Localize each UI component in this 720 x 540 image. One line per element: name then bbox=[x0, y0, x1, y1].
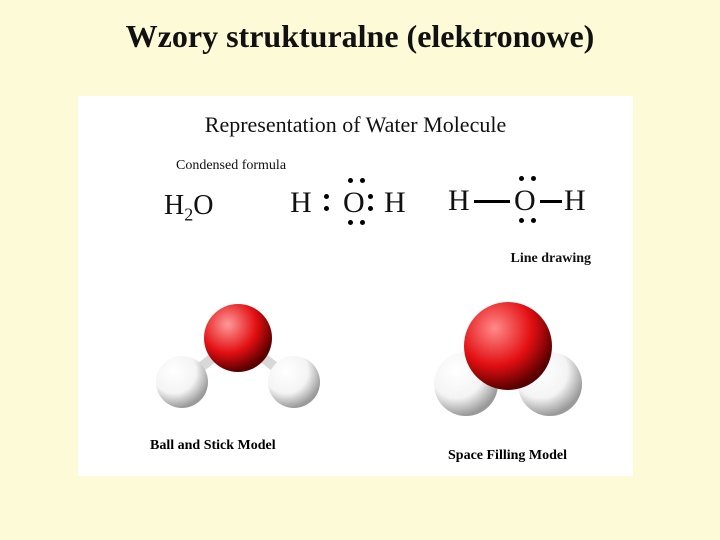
bond-1 bbox=[474, 200, 510, 203]
electron-dot bbox=[531, 176, 536, 181]
lewis-structure: H O H bbox=[290, 176, 410, 228]
electron-dot bbox=[348, 178, 353, 183]
ball-stick-label: Ball and Stick Model bbox=[150, 438, 276, 454]
space-filling-model bbox=[408, 296, 608, 426]
line-o: O bbox=[514, 186, 536, 216]
line-drawing-label: Line drawing bbox=[510, 251, 591, 267]
line-drawing: H O H bbox=[448, 176, 598, 228]
white-panel: Representation of Water Molecule Condens… bbox=[78, 96, 633, 476]
lewis-o: O bbox=[343, 188, 365, 218]
condensed-formula-label: Condensed formula bbox=[176, 158, 286, 174]
lewis-h1: H bbox=[290, 188, 312, 218]
electron-dot bbox=[348, 220, 353, 225]
space-fill-svg bbox=[408, 296, 608, 426]
electron-dot bbox=[360, 220, 365, 225]
electron-dot bbox=[519, 176, 524, 181]
lewis-h2: H bbox=[384, 188, 406, 218]
page-title: Wzory strukturalne (elektronowe) bbox=[0, 18, 720, 55]
electron-dot bbox=[324, 194, 329, 199]
line-h2: H bbox=[564, 186, 586, 216]
electron-dot bbox=[519, 218, 524, 223]
space-fill-label: Space Filling Model bbox=[448, 448, 567, 464]
condensed-formula: H2O bbox=[164, 190, 213, 226]
bond-2 bbox=[540, 200, 562, 203]
ball-stick-svg bbox=[128, 296, 348, 426]
electron-dot bbox=[324, 206, 329, 211]
atom-o: O bbox=[193, 190, 213, 221]
electron-dot bbox=[531, 218, 536, 223]
atom-h: H bbox=[164, 190, 184, 221]
subscript-2: 2 bbox=[184, 205, 193, 225]
line-h1: H bbox=[448, 186, 470, 216]
panel-heading: Representation of Water Molecule bbox=[78, 112, 633, 138]
electron-dot bbox=[368, 206, 373, 211]
electron-dot bbox=[360, 178, 365, 183]
electron-dot bbox=[368, 194, 373, 199]
ball-and-stick-model bbox=[128, 296, 348, 426]
